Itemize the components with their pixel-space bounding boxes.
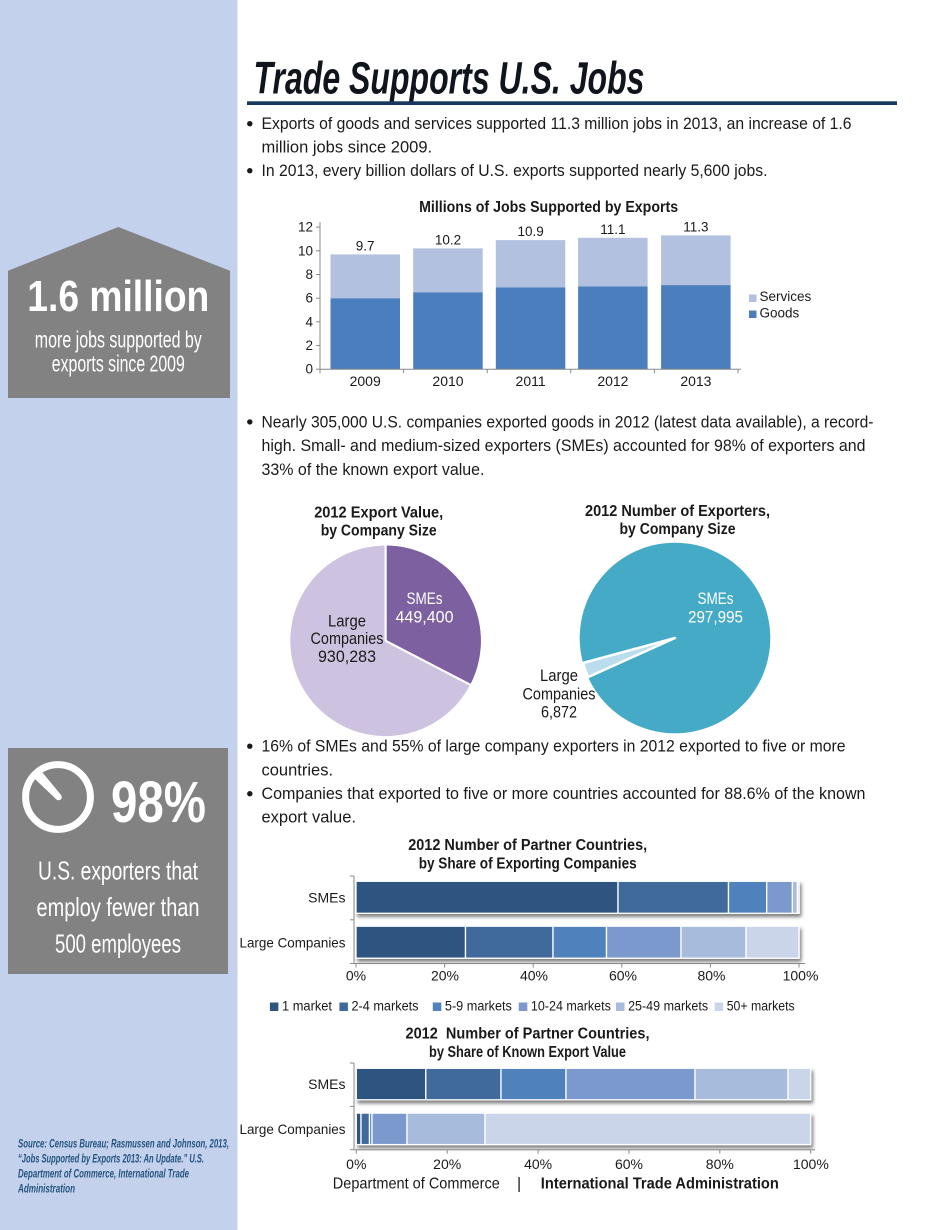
svg-text:Source: Census Bureau; Rasmuss: Source: Census Bureau; Rasmussen and Joh… <box>18 1137 229 1151</box>
svg-text:6,872: 6,872 <box>541 703 577 721</box>
svg-text:449,400: 449,400 <box>396 609 454 627</box>
svg-text:Large: Large <box>328 612 366 630</box>
svg-text:Large: Large <box>540 667 578 685</box>
svg-text:2012 Number of Partner Countri: 2012 Number of Partner Countries, <box>408 837 647 854</box>
svg-text:SMEs: SMEs <box>698 590 734 608</box>
svg-text:U.S. exporters that: U.S. exporters that <box>38 856 199 886</box>
svg-text:2-4 markets: 2-4 markets <box>352 999 419 1014</box>
svg-text:SMEs: SMEs <box>308 890 345 906</box>
svg-text:2009: 2009 <box>350 373 381 389</box>
svg-text:by Company Size: by Company Size <box>321 522 437 539</box>
svg-text:by Company Size: by Company Size <box>620 521 736 538</box>
svg-text:Trade Supports U.S. Jobs: Trade Supports U.S. Jobs <box>254 53 645 104</box>
svg-text:11.3: 11.3 <box>683 219 708 234</box>
svg-text:export value.: export value. <box>262 808 356 826</box>
svg-text:0: 0 <box>305 362 313 377</box>
svg-text:high. Small- and medium-sized: high. Small- and medium-sized exporters … <box>262 437 866 455</box>
svg-text:80%: 80% <box>697 968 725 984</box>
svg-text:60%: 60% <box>609 968 637 984</box>
svg-text:11.1: 11.1 <box>600 222 625 237</box>
svg-text:In 2013, every billion dollars: In 2013, every billion dollars of U.S. e… <box>262 162 768 180</box>
svg-text:Services: Services <box>760 289 812 304</box>
svg-text:8: 8 <box>305 267 313 282</box>
svg-text:20%: 20% <box>433 1156 461 1172</box>
svg-text:6: 6 <box>305 291 313 306</box>
svg-text:Companies: Companies <box>311 630 384 648</box>
svg-text:exports since 2009: exports since 2009 <box>52 351 185 377</box>
svg-text:Large Companies: Large Companies <box>240 1121 346 1137</box>
svg-text:20%: 20% <box>431 968 459 984</box>
svg-text:80%: 80% <box>706 1156 734 1172</box>
svg-text:SMEs: SMEs <box>407 590 443 608</box>
svg-text:Nearly 305,000 U.S. companies: Nearly 305,000 U.S. companies exported g… <box>262 413 874 431</box>
svg-text:1 market: 1 market <box>282 999 332 1014</box>
svg-text:10: 10 <box>298 243 313 258</box>
svg-text:0%: 0% <box>346 1156 366 1172</box>
svg-text:40%: 40% <box>524 1156 552 1172</box>
svg-text:countries.: countries. <box>262 761 334 779</box>
svg-text:2: 2 <box>305 338 313 353</box>
svg-text:Companies that exported to fiv: Companies that exported to five or more … <box>262 785 866 803</box>
svg-text:98%: 98% <box>111 770 206 835</box>
svg-text:million jobs since 2009.: million jobs since 2009. <box>262 139 433 157</box>
svg-text:2012 Export Value,: 2012 Export Value, <box>314 505 443 522</box>
svg-text:“Jobs Supported by Exports 201: “Jobs Supported by Exports 2013: An Upda… <box>18 1152 204 1166</box>
svg-text:employ fewer than: employ fewer than <box>37 892 200 922</box>
svg-text:40%: 40% <box>520 968 548 984</box>
svg-text:by Share of Known Export Value: by Share of Known Export Value <box>429 1044 626 1061</box>
svg-text:10-24 markets: 10-24 markets <box>531 999 611 1014</box>
svg-text:25-49 markets: 25-49 markets <box>628 999 708 1014</box>
svg-text:Goods: Goods <box>760 305 800 320</box>
svg-text:60%: 60% <box>615 1156 643 1172</box>
svg-text:10.9: 10.9 <box>517 224 543 239</box>
svg-text:SMEs: SMEs <box>308 1076 345 1092</box>
svg-text:by Share of Exporting Companie: by Share of Exporting Companies <box>419 856 637 873</box>
svg-text:10.2: 10.2 <box>435 232 461 247</box>
svg-text:Department of Commerce: Department of Commerce <box>333 1176 500 1193</box>
svg-text:100%: 100% <box>793 1156 829 1172</box>
svg-text:|: | <box>517 1176 521 1193</box>
svg-text:12: 12 <box>298 220 313 235</box>
svg-text:4: 4 <box>305 314 313 329</box>
svg-text:Millions of Jobs Supported by: Millions of Jobs Supported by Exports <box>419 199 678 216</box>
svg-text:Administration: Administration <box>17 1182 75 1196</box>
svg-text:Exports of goods and services: Exports of goods and services supported … <box>262 115 852 133</box>
svg-text:100%: 100% <box>783 968 819 984</box>
svg-text:Large Companies: Large Companies <box>240 934 346 950</box>
svg-text:33% of the known export value.: 33% of the known export value. <box>262 461 485 479</box>
svg-text:50+ markets: 50+ markets <box>727 999 795 1014</box>
svg-text:297,995: 297,995 <box>688 609 743 627</box>
svg-text:5-9 markets: 5-9 markets <box>445 999 512 1014</box>
svg-text:2010: 2010 <box>432 373 463 389</box>
svg-text:Companies: Companies <box>523 686 596 704</box>
svg-text:0%: 0% <box>346 968 366 984</box>
svg-text:500 employees: 500 employees <box>55 929 181 959</box>
svg-text:International Trade Administra: International Trade Administration <box>541 1176 779 1193</box>
svg-text:2013: 2013 <box>680 373 711 389</box>
svg-text:more jobs supported by: more jobs supported by <box>35 327 202 353</box>
svg-text:16% of SMEs and 55% of large c: 16% of SMEs and 55% of large company exp… <box>262 738 846 756</box>
svg-text:Department of Commerce, Intern: Department of Commerce, International Tr… <box>18 1167 189 1181</box>
svg-text:2012 Number of Exporters,: 2012 Number of Exporters, <box>585 503 770 520</box>
svg-text:2012: 2012 <box>597 373 628 389</box>
svg-text:930,283: 930,283 <box>318 648 376 666</box>
svg-text:2012 Number of Partner Countr: 2012 Number of Partner Countries, <box>406 1025 650 1042</box>
svg-text:9.7: 9.7 <box>356 238 375 253</box>
svg-text:2011: 2011 <box>516 373 546 389</box>
svg-text:1.6 million: 1.6 million <box>27 272 209 321</box>
